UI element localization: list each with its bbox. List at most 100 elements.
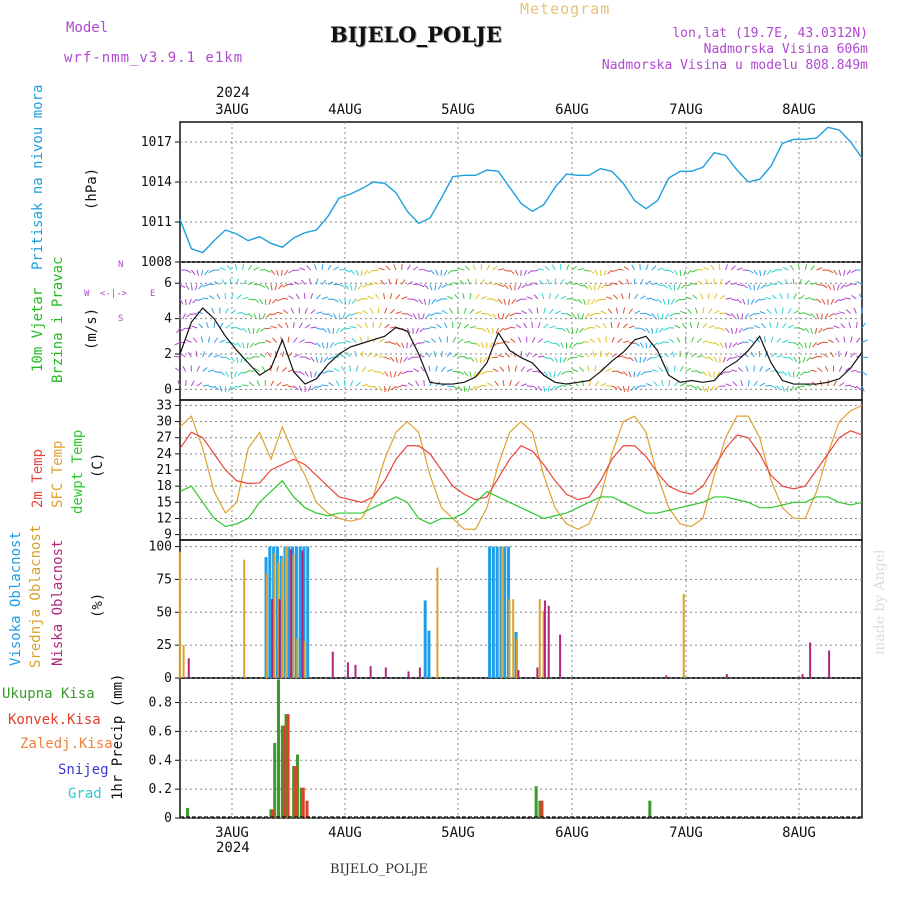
wind-arrow bbox=[361, 351, 364, 358]
wind-arrow bbox=[202, 351, 206, 358]
wind-arrow bbox=[316, 342, 321, 348]
wind-arrow bbox=[833, 284, 835, 291]
wind-arrow bbox=[670, 298, 675, 305]
wind-arrow bbox=[633, 371, 636, 378]
wind-arrow bbox=[433, 351, 437, 358]
wind-arrow bbox=[674, 380, 679, 387]
wind-arrow bbox=[787, 356, 794, 361]
y-tick-label: 0 bbox=[164, 671, 172, 686]
wind-arrow bbox=[748, 339, 755, 343]
wind-arrow bbox=[463, 356, 470, 360]
model-label: Model bbox=[66, 20, 109, 36]
cloud-bar bbox=[427, 630, 431, 678]
wind-arrow bbox=[817, 367, 823, 372]
wind-arrow bbox=[583, 340, 590, 343]
wind-arrow bbox=[310, 326, 317, 329]
wind-arrow bbox=[185, 327, 192, 330]
wind-arrow bbox=[549, 325, 556, 329]
wind-arrow bbox=[848, 322, 852, 329]
wind-arrow bbox=[844, 284, 851, 288]
wind-arrow bbox=[385, 265, 391, 271]
wind-arrow bbox=[463, 323, 470, 329]
wind-arrow bbox=[253, 266, 260, 271]
wind-arrow bbox=[549, 308, 554, 314]
wind-arrow bbox=[389, 356, 395, 362]
wind-arrow bbox=[390, 326, 397, 329]
wind-arrow bbox=[634, 385, 641, 390]
wind-arrow bbox=[838, 382, 845, 387]
wind-arrow bbox=[628, 371, 632, 378]
wind-arrow bbox=[804, 327, 810, 333]
wind-arrow bbox=[372, 385, 379, 390]
wind-arrow bbox=[548, 371, 552, 378]
wind-arrow bbox=[265, 313, 272, 318]
wind-arrow bbox=[338, 284, 345, 288]
precip-bar bbox=[294, 766, 298, 818]
wind-arrow bbox=[339, 327, 346, 332]
wind-arrow bbox=[702, 385, 706, 392]
wind-arrow bbox=[462, 293, 465, 300]
wind-arrow bbox=[782, 339, 789, 343]
wind-arrow bbox=[293, 371, 300, 373]
wind-arrow bbox=[213, 321, 216, 329]
wind-arrow bbox=[282, 309, 289, 314]
wind-arrow bbox=[634, 356, 638, 363]
wind-arrow bbox=[765, 367, 771, 372]
wind-arrow bbox=[793, 356, 798, 363]
wind-arrow bbox=[764, 351, 769, 358]
wind-arrow bbox=[192, 298, 198, 304]
wind-arrow bbox=[475, 310, 482, 314]
wind-arrow bbox=[782, 356, 789, 359]
wind-arrow bbox=[764, 336, 766, 343]
wind-arrow bbox=[736, 298, 742, 304]
wind-arrow bbox=[281, 366, 287, 372]
wind-arrow bbox=[577, 342, 584, 345]
wind-arrow bbox=[196, 311, 203, 314]
day-label-bottom: 7AUG bbox=[669, 825, 703, 841]
wind-arrow bbox=[835, 337, 840, 343]
wind-arrow bbox=[333, 367, 340, 372]
wind-arrow bbox=[378, 371, 385, 375]
wind-arrow bbox=[182, 365, 187, 372]
wind-arrow bbox=[799, 327, 806, 331]
wind-arrow bbox=[703, 266, 709, 271]
wind-arrow bbox=[440, 350, 443, 358]
wind-arrow bbox=[351, 337, 357, 343]
wind-arrow bbox=[213, 354, 220, 358]
wind-arrow bbox=[784, 279, 789, 285]
wind-arrow bbox=[314, 264, 317, 271]
day-label-top: 8AUG bbox=[782, 102, 816, 118]
wind-arrow bbox=[708, 308, 713, 314]
wind-arrow bbox=[270, 325, 277, 329]
wind-arrow bbox=[685, 284, 692, 287]
wind-arrow bbox=[610, 321, 613, 329]
wind-arrow bbox=[537, 385, 542, 392]
wind-arrow bbox=[786, 385, 789, 393]
wind-arrow bbox=[776, 371, 783, 374]
wind-arrow bbox=[441, 366, 446, 372]
wind-arrow bbox=[384, 371, 389, 377]
wind-arrow bbox=[547, 385, 550, 392]
wind-arrow bbox=[278, 284, 283, 290]
wind-arrow bbox=[320, 356, 323, 363]
cloud-bar bbox=[516, 638, 519, 678]
wind-arrow bbox=[696, 337, 702, 343]
y-tick-label: 0.2 bbox=[149, 782, 172, 797]
wind-arrow bbox=[669, 338, 675, 343]
wind-arrow bbox=[231, 326, 238, 329]
wind-arrow bbox=[588, 284, 593, 291]
wind-arrow bbox=[735, 327, 738, 334]
wind-arrow bbox=[344, 284, 350, 290]
wind-arrow bbox=[725, 371, 732, 373]
wind-arrow bbox=[537, 268, 544, 271]
wind-arrow bbox=[810, 282, 817, 285]
wind-arrow bbox=[418, 268, 425, 271]
y-tick-label: 9 bbox=[164, 528, 172, 543]
wind-arrow bbox=[293, 337, 298, 343]
wind-arrow bbox=[677, 284, 681, 291]
wind-arrow bbox=[389, 293, 393, 300]
wind-arrow bbox=[781, 307, 784, 314]
wind-arrow bbox=[628, 308, 634, 314]
day-label-bottom: 5AUG bbox=[441, 825, 475, 841]
wind-arrow bbox=[354, 284, 357, 291]
